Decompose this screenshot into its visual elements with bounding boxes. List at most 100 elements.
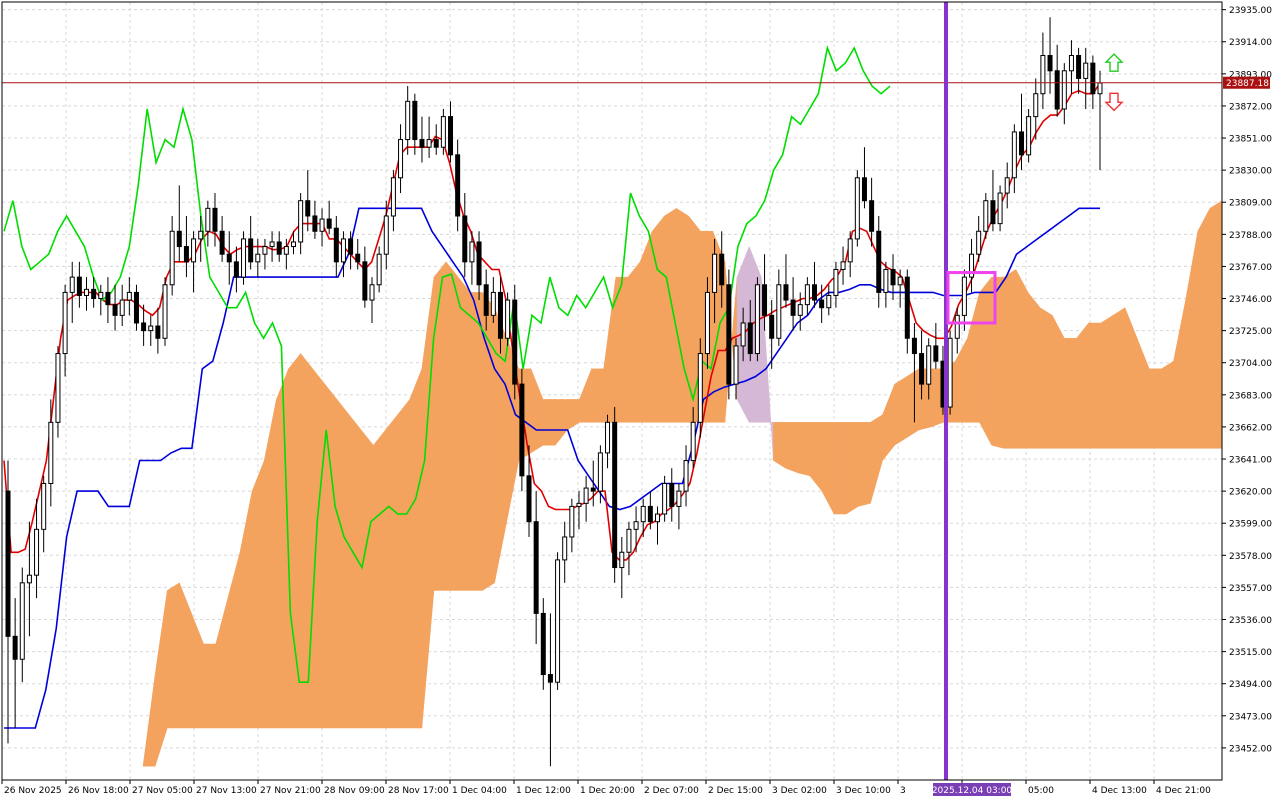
- candle-body: [505, 299, 511, 339]
- candle-body: [1083, 62, 1089, 79]
- highlight-box: [946, 271, 997, 325]
- candle-body: [283, 246, 289, 255]
- candle-body: [155, 325, 161, 339]
- candle-body: [462, 215, 468, 263]
- cloud-segment: [445, 261, 459, 591]
- cloud-segment: [142, 674, 156, 767]
- candle-body: [847, 238, 853, 263]
- cloud-segment: [179, 582, 192, 729]
- cloud-segment: [166, 582, 180, 729]
- candle-body: [312, 215, 318, 232]
- candle-body: [1011, 131, 1017, 179]
- candle-body: [697, 353, 703, 423]
- candle-body: [754, 284, 760, 355]
- candle-body: [205, 207, 211, 232]
- cloud-segment: [894, 376, 908, 446]
- candle-body: [19, 582, 25, 660]
- y-tick-label: 23935.00: [1229, 6, 1272, 16]
- candle-body: [476, 241, 482, 286]
- candle-body: [262, 246, 268, 255]
- candle-body: [5, 490, 11, 637]
- x-tick-label: 2 Dec 15:00: [708, 786, 763, 796]
- cloud-segment: [1003, 269, 1017, 449]
- cloud-segment: [360, 429, 374, 729]
- candle-body: [141, 322, 147, 332]
- candle-body: [84, 288, 90, 296]
- y-tick-label: 23872.00: [1229, 102, 1272, 112]
- candle-body: [719, 253, 725, 286]
- candle-body: [183, 246, 189, 263]
- candle-body: [1054, 70, 1060, 110]
- candle-body: [326, 218, 332, 229]
- x-tick-label: 4 Dec 13:00: [1092, 786, 1147, 796]
- x-tick-label: 3 Dec 10:00: [836, 786, 891, 796]
- cloud-segment: [773, 422, 786, 469]
- candle-body: [319, 218, 325, 232]
- y-tick-label: 23557.00: [1229, 584, 1272, 594]
- candle-body: [433, 139, 439, 148]
- cloud-segment: [312, 368, 326, 729]
- cloud-segment: [239, 491, 253, 729]
- candle-body: [1004, 177, 1010, 194]
- y-tick-label: 23536.00: [1229, 616, 1272, 626]
- cloud-segment: [1015, 269, 1029, 449]
- cloud-segment: [991, 276, 1005, 449]
- cloud-segment: [385, 413, 398, 729]
- candle-body: [191, 238, 197, 263]
- candle-body: [469, 241, 475, 263]
- candle-body: [233, 261, 239, 278]
- candle-body: [961, 276, 967, 316]
- y-tick-label: 23809.00: [1229, 199, 1272, 209]
- candle-body: [162, 284, 168, 339]
- candle-body: [911, 337, 917, 355]
- chikou-line: [3, 45, 891, 684]
- candle-body: [212, 207, 218, 232]
- cloud-segment: [336, 398, 350, 729]
- candle-body: [76, 276, 82, 296]
- candle-body: [783, 284, 789, 301]
- candle-body: [876, 230, 882, 293]
- x-tick-label: 2025.12.04 03:00: [932, 786, 1013, 796]
- candle-body: [533, 521, 539, 614]
- candle-body: [540, 612, 546, 676]
- cloud-segment: [639, 231, 653, 423]
- cloud-segment: [1039, 307, 1053, 449]
- cloud-segment: [251, 460, 265, 729]
- cloud-segment: [154, 590, 168, 767]
- candle-body: [1033, 93, 1039, 118]
- tenkan-line: [3, 82, 1101, 561]
- cloud-segment: [288, 352, 301, 729]
- candle-body: [455, 154, 461, 217]
- candle-body: [547, 674, 553, 683]
- candle-body: [740, 322, 746, 347]
- candle-body: [412, 100, 418, 141]
- candle-body: [597, 452, 603, 492]
- candle-body: [26, 574, 32, 584]
- y-tick-label: 23725.00: [1229, 327, 1272, 337]
- cloud-segment: [1185, 231, 1199, 449]
- candle-body: [91, 288, 97, 300]
- candle-body: [383, 215, 389, 255]
- candle-body: [355, 253, 361, 263]
- cloud-segment: [785, 422, 798, 474]
- candle-body: [861, 177, 867, 202]
- candle-body: [904, 276, 910, 339]
- cloud-segment: [348, 413, 362, 729]
- cloud-segment: [227, 552, 241, 729]
- cloud-segment: [1052, 315, 1065, 449]
- candle-body: [198, 230, 204, 240]
- candle-body: [662, 482, 668, 515]
- candle-body: [112, 304, 118, 316]
- candle-body: [12, 635, 18, 660]
- candle-body: [290, 241, 296, 248]
- candle-body: [683, 460, 689, 492]
- cloud-segment: [215, 598, 229, 729]
- candle-body: [969, 253, 975, 278]
- candle-body: [41, 482, 47, 530]
- candle-body: [269, 241, 275, 248]
- candle-body: [1097, 82, 1103, 95]
- cloud-segment: [906, 368, 920, 439]
- cloud-segment: [1197, 208, 1211, 449]
